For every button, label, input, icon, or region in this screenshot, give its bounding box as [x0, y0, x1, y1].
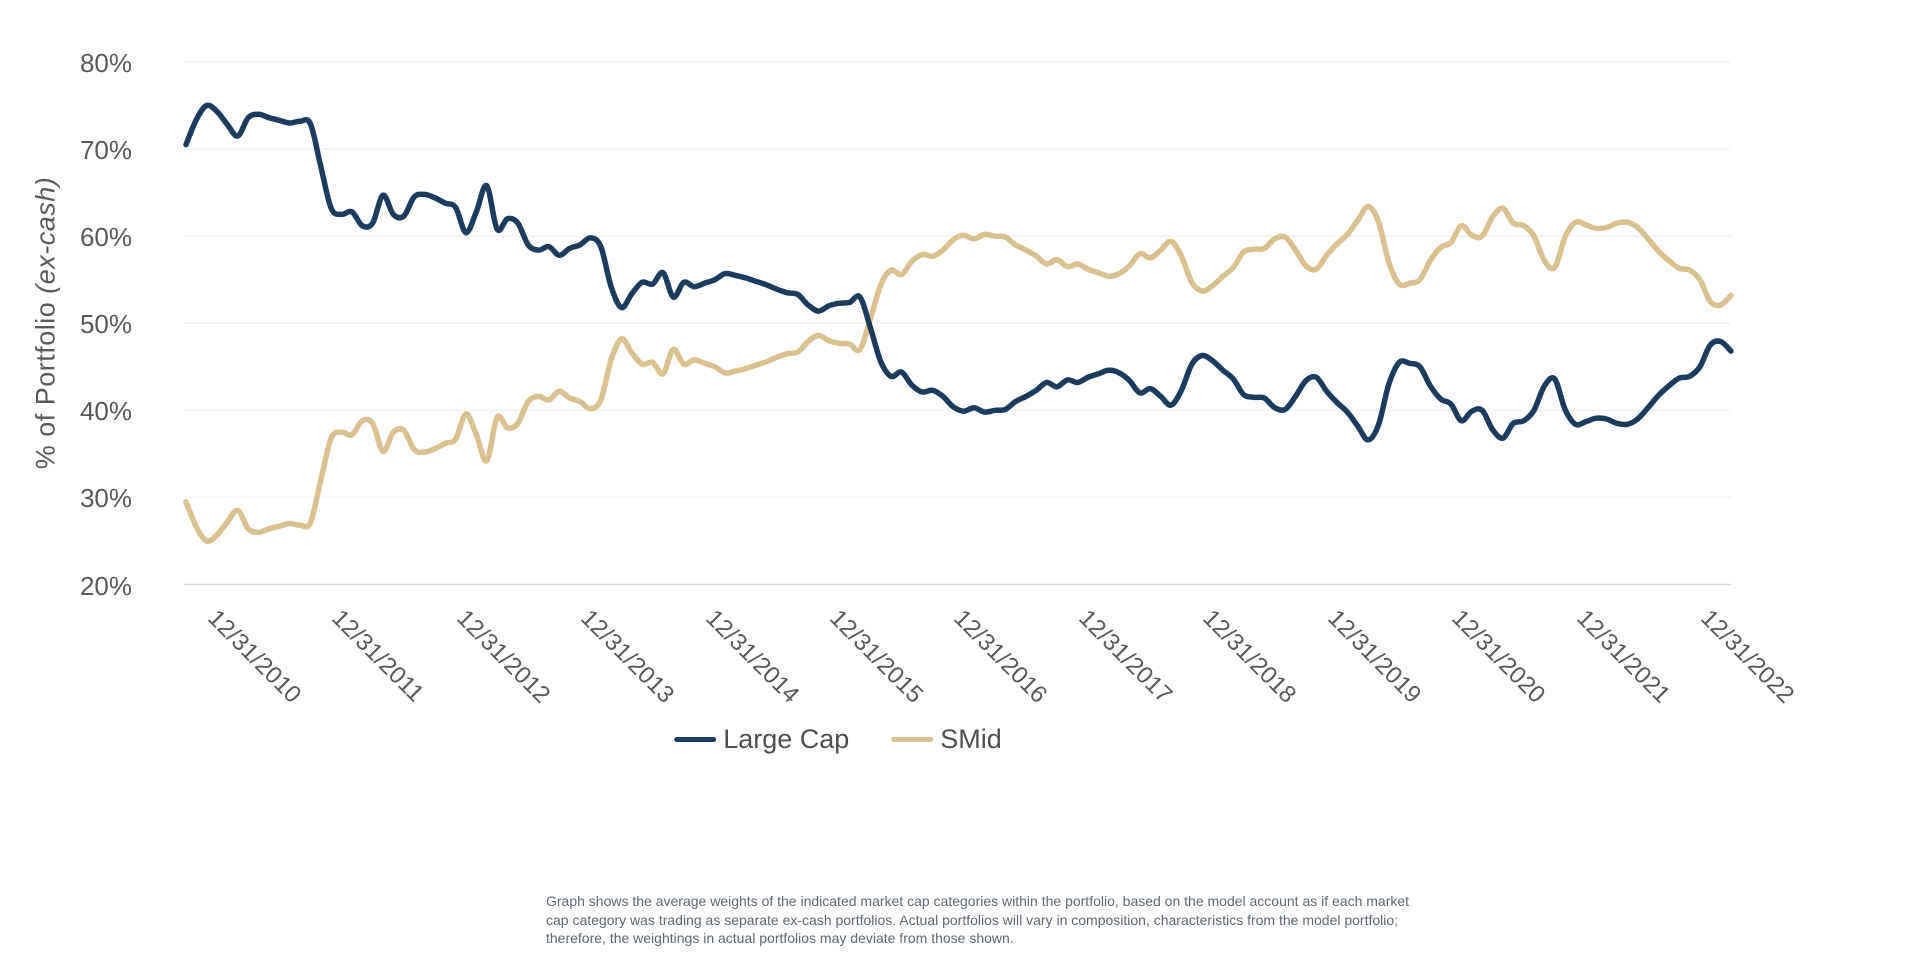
footnote-line-2: cap category was trading as separate ex-…	[546, 911, 1399, 928]
footnote-line-3: therefore, the weightings in actual port…	[546, 930, 1014, 946]
y-tick-label-40pct: 40%	[79, 396, 132, 427]
legend-item-smid: SMid	[891, 726, 1002, 753]
disclosure-footnote: Graph shows the average weights of the i…	[546, 892, 1566, 948]
series-line-large-cap	[183, 102, 1734, 443]
y-tick-label-30pct: 30%	[79, 483, 132, 514]
series-line-smid	[183, 203, 1734, 544]
footnote-line-1: Graph shows the average weights of the i…	[546, 893, 1410, 909]
legend-label-smid: SMid	[940, 724, 1002, 754]
large-cap-line-swatch	[674, 737, 717, 742]
smid-line-swatch	[891, 737, 934, 742]
legend-label-large-cap: Large Cap	[723, 724, 850, 754]
y-tick-label-50pct: 50%	[79, 309, 132, 340]
chart-legend: Large Cap SMid	[674, 726, 1002, 753]
y-tick-label-80pct: 80%	[79, 48, 132, 78]
y-tick-label-60pct: 60%	[79, 222, 132, 253]
y-tick-label-20pct: 20%	[79, 570, 132, 601]
legend-item-large-cap: Large Cap	[674, 726, 849, 753]
y-tick-label-70pct: 70%	[79, 135, 132, 166]
portfolio-weights-line-chart	[183, 61, 1734, 586]
